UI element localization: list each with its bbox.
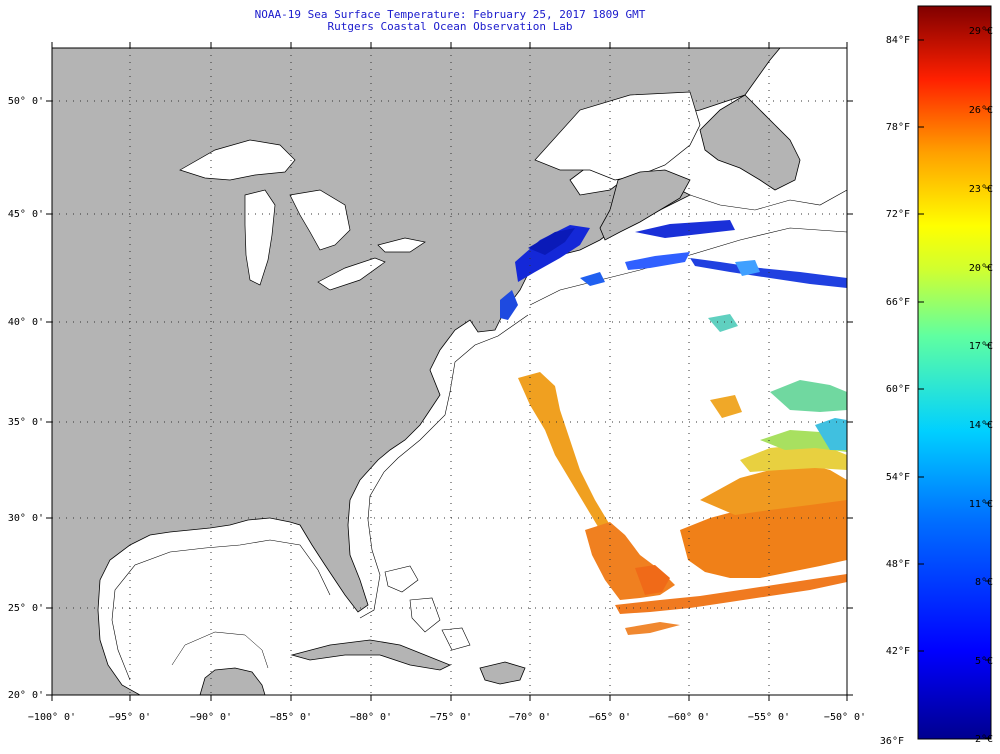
sst-warm-patches <box>518 372 847 635</box>
celsius-label: 29°C <box>969 26 993 37</box>
fahrenheit-labels: 84°F 78°F 72°F 66°F 60°F 54°F 48°F 42°F … <box>880 35 910 747</box>
celsius-label: 17°C <box>969 341 993 352</box>
gulf-contour <box>111 539 331 681</box>
lon-label: −100° 0' <box>28 712 76 723</box>
lon-label: −50° 0' <box>824 712 866 723</box>
lon-label: −90° 0' <box>190 712 232 723</box>
lat-label: 45° 0' <box>8 209 44 220</box>
title-line-1: NOAA-19 Sea Surface Temperature: Februar… <box>254 8 646 21</box>
fahrenheit-label: 72°F <box>886 209 910 220</box>
celsius-ticks <box>985 29 991 739</box>
lon-label: −75° 0' <box>430 712 472 723</box>
lat-label: 30° 0' <box>8 513 44 524</box>
lake-ontario <box>377 237 426 253</box>
plot-frame <box>51 47 848 696</box>
celsius-label: 23°C <box>969 184 993 195</box>
lon-label: −95° 0' <box>109 712 151 723</box>
fahrenheit-label: 42°F <box>886 646 910 657</box>
fahrenheit-label: 84°F <box>886 35 910 46</box>
lake-huron <box>289 189 351 251</box>
lat-label: 25° 0' <box>8 603 44 614</box>
map-title: NOAA-19 Sea Surface Temperature: Februar… <box>200 9 700 33</box>
tick-marks <box>46 42 853 701</box>
nova-scotia-land <box>599 169 691 241</box>
lon-label: −65° 0' <box>589 712 631 723</box>
lake-superior <box>179 139 296 181</box>
lat-label: 35° 0' <box>8 417 44 428</box>
celsius-label: 20°C <box>969 263 993 274</box>
lat-label: 50° 0' <box>8 96 44 107</box>
cuba-land <box>290 639 451 671</box>
celsius-label: 2°C <box>975 734 993 745</box>
fahrenheit-label: 78°F <box>886 122 910 133</box>
yucatan-land <box>199 667 266 695</box>
title-line-2: Rutgers Coastal Ocean Observation Lab <box>327 20 573 33</box>
celsius-label: 5°C <box>975 656 993 667</box>
fahrenheit-label: 66°F <box>886 297 910 308</box>
gridlines <box>52 48 847 695</box>
celsius-label: 26°C <box>969 105 993 116</box>
shelf-contour <box>359 314 529 619</box>
gulf-st-lawrence <box>534 91 701 181</box>
temperature-colorbar <box>917 5 992 740</box>
lake-erie <box>317 257 386 291</box>
celsius-label: 8°C <box>975 577 993 588</box>
banks-contour <box>689 189 847 211</box>
lat-label: 20° 0' <box>8 690 44 701</box>
lon-label: −80° 0' <box>350 712 392 723</box>
latitude-labels: 50° 0' 45° 0' 40° 0' 35° 0' 30° 0' 25° 0… <box>8 96 44 701</box>
lon-label: −85° 0' <box>270 712 312 723</box>
celsius-label: 11°C <box>969 499 993 510</box>
lon-label: −60° 0' <box>668 712 710 723</box>
newfoundland-land <box>699 94 801 191</box>
bahamas-banks <box>384 565 471 651</box>
lon-label: −55° 0' <box>748 712 790 723</box>
lake-michigan <box>244 189 276 286</box>
fahrenheit-label: 54°F <box>886 472 910 483</box>
celsius-labels: 29°C 26°C 23°C 20°C 17°C 14°C 11°C 8°C 5… <box>969 26 993 745</box>
hispaniola-land <box>479 661 526 685</box>
gulf-inner-contour <box>171 631 269 669</box>
lon-label: −70° 0' <box>509 712 551 723</box>
fahrenheit-label: 60°F <box>886 384 910 395</box>
celsius-label: 14°C <box>969 420 993 431</box>
longitude-labels: −100° 0' −95° 0' −90° 0' −85° 0' −80° 0'… <box>28 712 866 723</box>
lat-label: 40° 0' <box>8 317 44 328</box>
fahrenheit-label: 48°F <box>886 559 910 570</box>
fahrenheit-ticks <box>918 39 924 652</box>
fahrenheit-label: 36°F <box>880 736 904 747</box>
